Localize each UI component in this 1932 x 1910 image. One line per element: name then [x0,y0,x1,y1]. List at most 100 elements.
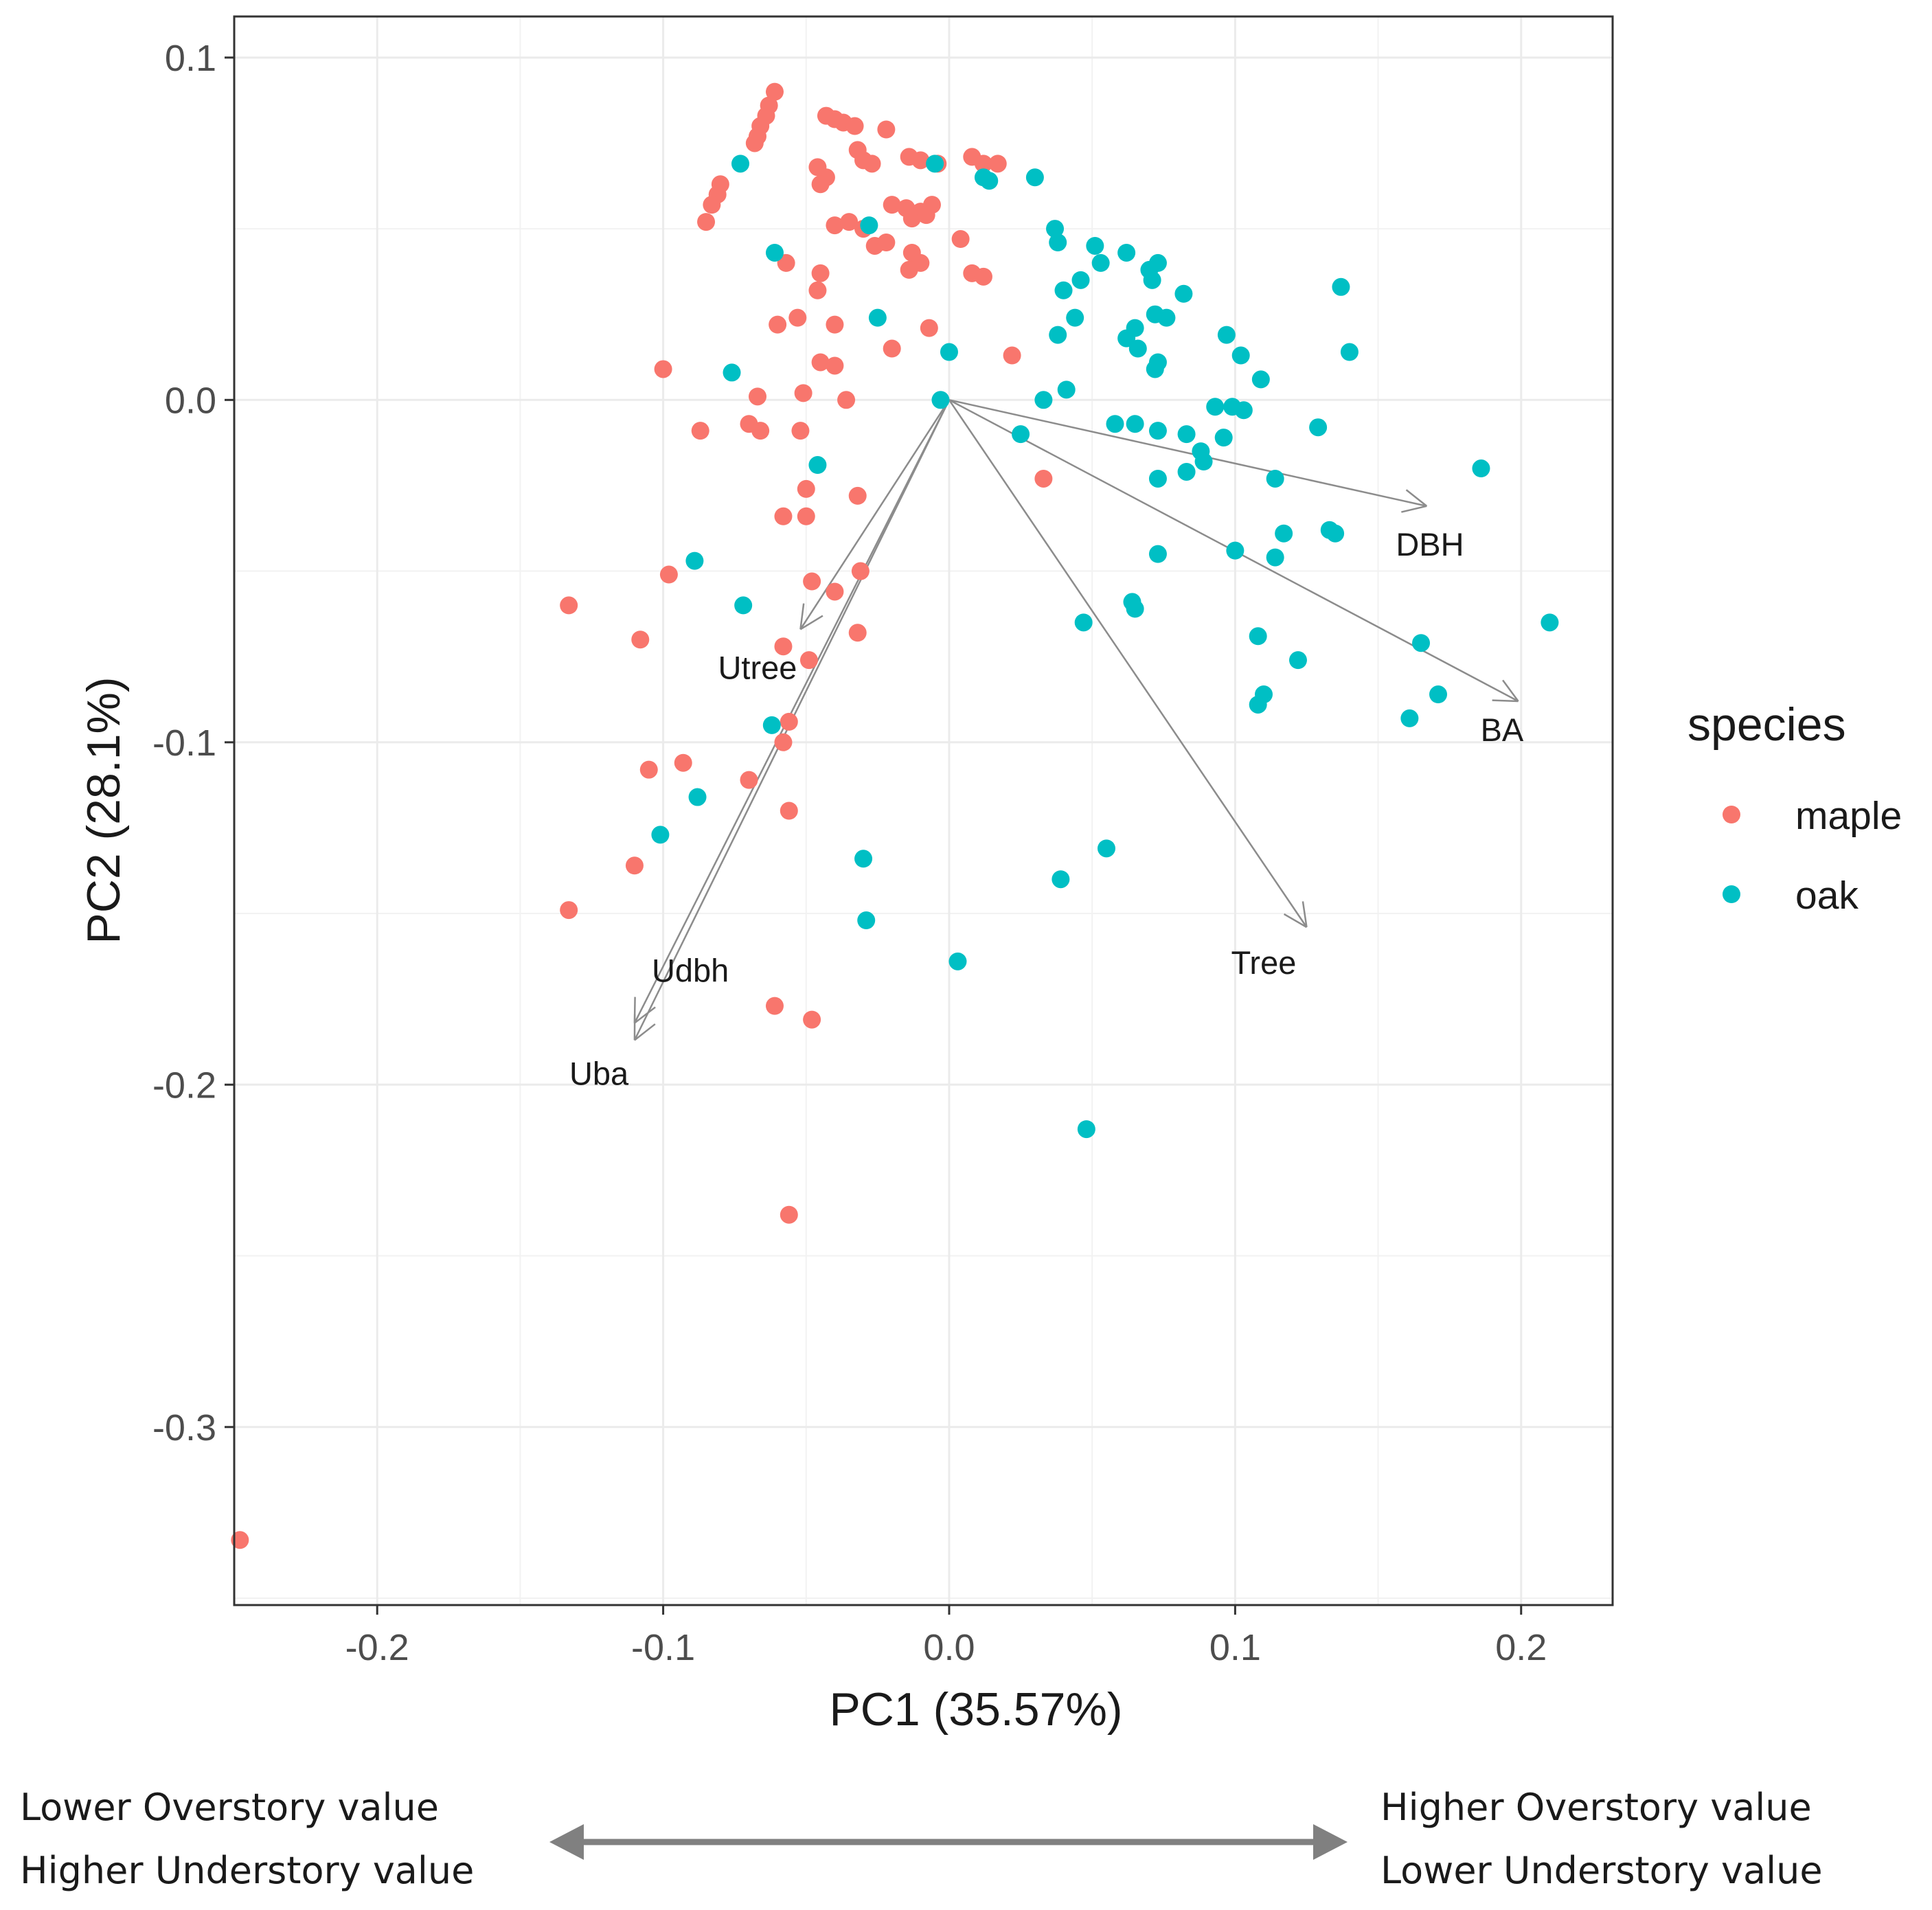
grid-lines [234,16,1613,1605]
loading-arrow-head [799,603,805,630]
point-oak [762,716,781,734]
point-oak [1117,329,1136,348]
annotation-right-line1: Higher Overstory value [1380,1786,1812,1829]
point-maple [883,196,901,214]
point-oak [723,363,741,382]
point-maple [797,479,815,498]
point-oak [1086,236,1104,255]
point-oak [1052,870,1070,889]
y-axis-title: PC2 (28.1%) [78,677,130,944]
point-oak [1057,380,1076,399]
point-maple [780,712,798,731]
point-maple [697,213,716,231]
point-oak [1194,453,1213,471]
point-maple [751,422,770,440]
point-maple [883,339,901,358]
point-maple [840,213,859,231]
point-oak [1177,425,1196,444]
point-oak [808,456,827,475]
y-tick-label: -0.2 [152,1065,216,1106]
loading-label-utree: Utree [718,649,797,685]
point-oak [734,596,753,615]
double-arrow-icon [549,1824,1348,1860]
loading-arrow-shaft [948,399,1308,928]
point-maple [808,281,827,299]
point-maple [1034,469,1053,488]
point-oak [926,155,944,173]
point-oak [1077,1120,1095,1139]
point-maple [625,856,644,875]
point-oak [1177,462,1196,481]
point-maple [803,1010,821,1029]
point-oak [1126,415,1144,433]
point-oak [1128,339,1147,358]
double-arrow-left-head [549,1824,584,1860]
x-tick-label: 0.2 [1495,1627,1547,1668]
loading-arrow-shaft [633,399,951,1024]
loading-label-dbh: DBH [1396,526,1464,562]
point-maple [774,637,793,656]
panel-border [233,15,1614,1606]
point-maple [877,234,896,252]
loading-arrow-dbh [948,399,1428,513]
point-maple [797,507,815,525]
point-maple [791,422,810,440]
point-oak [1472,459,1490,478]
point-oak [940,343,958,361]
annotation-left-line2: Higher Understory value [20,1849,474,1892]
point-maple [774,507,793,525]
loading-arrow-head [1283,913,1308,929]
point-maple [848,486,867,505]
point-maple [951,230,970,249]
point-oak [1217,326,1236,344]
point-oak [1206,398,1225,416]
point-maple [845,117,864,135]
point-oak [1148,469,1167,488]
point-maple [780,801,798,820]
point-oak [857,911,876,930]
point-oak [1429,685,1448,704]
point-maple [1003,346,1021,365]
point-oak [1049,326,1067,344]
point-oak [1025,168,1044,187]
point-oak [1146,360,1164,378]
point-oak [1214,429,1233,447]
point-maple [826,216,844,235]
point-maple [900,260,918,279]
x-tick-label: -0.2 [345,1627,409,1668]
annotation-right-line2: Lower Understory value [1380,1849,1823,1892]
point-oak [980,172,999,190]
x-axis-title: PC1 (35.57%) [829,1683,1122,1736]
point-oak [1034,391,1053,409]
point-oak [1066,308,1084,327]
point-maple [877,120,896,139]
point-maple [691,422,709,440]
direction-annotation: Lower Overstory value Higher Understory … [20,1786,1823,1892]
y-tick-label: 0.1 [165,38,216,79]
point-oak [854,850,873,868]
point-oak [1106,415,1124,433]
point-maple [765,82,784,101]
panel-background [234,16,1613,1605]
point-oak [1174,284,1193,303]
x-tick-label: 0.0 [923,1627,975,1668]
point-oak [1288,651,1307,670]
legend-key-maple [1723,806,1740,823]
point-oak [1326,524,1345,543]
loading-arrow-tree [948,399,1308,929]
point-maple [774,733,793,751]
point-oak [1226,541,1245,560]
point-oak [1012,425,1030,444]
loading-arrow-head [634,1006,656,1024]
point-maple [974,155,992,173]
point-oak [1400,709,1419,727]
point-oak [1309,418,1328,437]
loading-arrow-shaft [948,399,1427,508]
point-maple [826,356,844,375]
point-maple [902,209,921,228]
loading-arrow-utree [799,399,951,630]
data-points [231,82,1559,1549]
point-oak [931,391,950,409]
point-maple [639,760,658,779]
point-oak [765,243,784,262]
